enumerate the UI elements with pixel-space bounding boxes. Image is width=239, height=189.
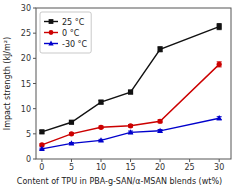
x-tick [41,159,42,162]
series-line [42,27,219,132]
x-tick [101,159,102,162]
legend-marker [48,41,53,46]
series-line [42,64,219,145]
data-point [69,120,74,125]
series-line [42,118,219,149]
y-axis-label: Impact strength (kJ/m²) [3,37,12,130]
x-tick [160,159,161,162]
series [39,115,222,151]
x-tick-label: 20 [155,163,165,172]
legend-marker [49,19,54,24]
y-tick [33,8,36,9]
x-tick [189,159,190,162]
legend: 25 °C 0 °C -30 °C [40,12,91,53]
y-tick-label: 25 [21,29,31,38]
x-tick [219,159,220,162]
legend-label: 25 °C [62,18,85,27]
x-tick [130,159,131,162]
y-tick [33,33,36,34]
data-point [39,129,44,134]
data-point [157,128,163,133]
data-point [69,140,75,145]
y-tick-label: 20 [21,54,31,63]
y-tick [33,159,36,160]
data-point [128,129,134,134]
plot-area [39,24,222,151]
data-point [216,115,222,120]
x-tick-label: 30 [214,163,224,172]
data-point [128,89,133,94]
legend-label: -30 °C [62,40,88,49]
y-tick-label: 0 [26,155,31,164]
y-tick [33,108,36,109]
error-bar [128,90,133,94]
data-point [39,146,45,151]
plot-frame [36,8,231,159]
data-point [217,24,222,29]
x-tick-label: 10 [96,163,106,172]
data-point [98,100,103,105]
y-tick-label: 5 [26,130,31,139]
y-tick-label: 15 [21,80,31,89]
data-point [217,62,222,67]
legend-box [40,12,91,53]
y-tick [33,133,36,134]
y-tick-label: 10 [21,105,31,114]
x-tick-label: 25 [185,163,195,172]
data-point [157,47,162,52]
y-tick-label: 30 [21,4,31,13]
data-point [128,123,133,128]
x-tick-label: 5 [69,163,74,172]
x-tick [71,159,72,162]
x-tick-label: 0 [39,163,44,172]
series [39,24,221,135]
data-point [157,119,162,124]
data-point [98,137,104,142]
error-bar [99,100,104,104]
x-axis-label: Content of TPU in PBA-g-SAN/α-MSAN blend… [17,177,222,186]
series [39,62,221,148]
x-tick-label: 15 [125,163,135,172]
legend-label: 0 °C [62,29,80,38]
error-bar [217,24,222,30]
data-point [69,131,74,136]
y-tick [33,83,36,84]
chart: 0 5 10 15 20 25 30 0 5 10 15 20 25 30 Content of TPU i… [0,0,239,189]
error-bar [217,62,222,67]
legend-marker [49,30,54,35]
data-point [98,125,103,130]
y-tick [33,58,36,59]
error-bar [158,47,163,52]
